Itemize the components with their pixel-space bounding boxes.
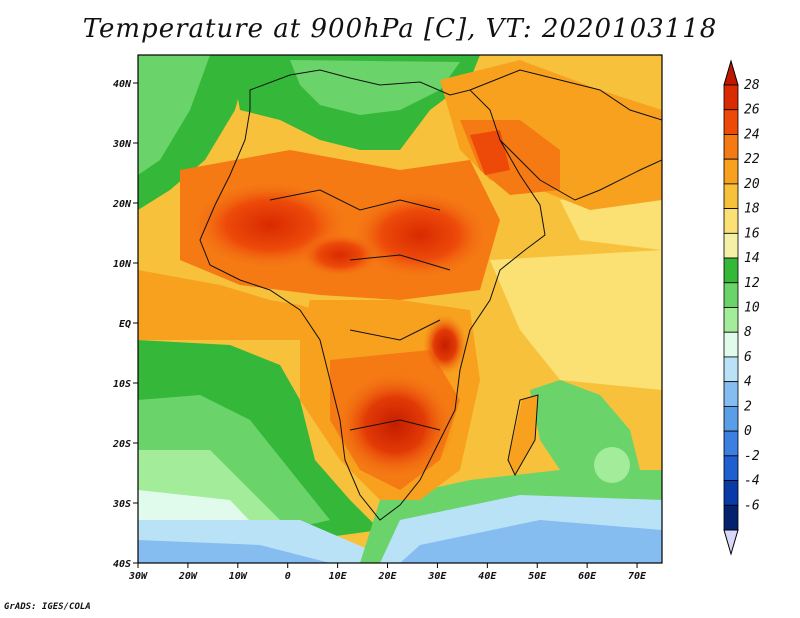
colorbar-label-11: 6	[744, 350, 752, 365]
colorbar-label-8: 12	[744, 276, 760, 291]
colorbar-label-7: 14	[744, 251, 760, 266]
coastlines	[199, 69, 662, 521]
lon-label-9: 60E	[578, 571, 597, 582]
colorbar-swatch-14	[723, 430, 739, 457]
lon-label-8: 50E	[528, 571, 547, 582]
lat-label-2: 20N	[112, 199, 132, 210]
lat-label-5: 10S	[113, 379, 131, 390]
colorbar-over-arrow	[723, 59, 739, 86]
longitude-axis: 30W 20W 10W 0 10E 20E 30E 40E 50E 60E 70E	[128, 563, 647, 582]
lat-label-6: 20S	[112, 439, 131, 450]
colorbar-label-13: 2	[744, 399, 752, 414]
lat-label-4: EQ	[119, 319, 131, 330]
colorbar-label-10: 8	[744, 325, 752, 340]
chart-title: Temperature at 900hPa [C], VT: 202010311…	[82, 14, 718, 44]
lon-label-4: 10E	[329, 571, 348, 582]
colorbar-label-9: 10	[744, 301, 760, 316]
colorbar-swatch-11	[723, 356, 739, 383]
colorbar-label-2: 24	[744, 127, 760, 142]
colorbar-label-17: -6	[744, 498, 760, 513]
lon-label-3: 0	[285, 571, 291, 582]
colorbar-swatch-16	[723, 480, 739, 506]
colorbar-swatch-5	[723, 208, 739, 234]
colorbar-swatch-8	[723, 282, 739, 308]
lon-label-7: 40E	[478, 571, 497, 582]
colorbar-label-1: 26	[744, 103, 760, 118]
lon-label-2: 10W	[229, 571, 248, 582]
colorbar-swatch-12	[723, 381, 739, 407]
colorbar-swatch-17	[723, 504, 739, 531]
colorbar-label-4: 20	[744, 177, 760, 192]
colorbar-label-12: 4	[744, 375, 752, 390]
colorbar-swatch-7	[723, 257, 739, 284]
colorbar-label-0: 28	[744, 78, 760, 93]
colorbar-label-14: 0	[744, 424, 752, 439]
colorbar-swatch-4	[723, 183, 739, 210]
lat-label-1: 30N	[112, 139, 132, 150]
lat-label-8: 40S	[113, 559, 131, 570]
temperature-field	[138, 55, 662, 563]
lon-label-6: 30E	[427, 571, 447, 582]
colorbar-swatch-6	[723, 232, 739, 259]
colorbar-label-16: -4	[744, 474, 760, 489]
colorbar-swatch-0	[723, 84, 739, 111]
lat-label-3: 10N	[113, 259, 132, 270]
colorbar-swatch-3	[723, 158, 739, 185]
lon-label-1: 20W	[178, 571, 198, 582]
lon-label-5: 20E	[377, 571, 397, 582]
map-frame	[137, 54, 663, 564]
lat-label-7: 30S	[112, 499, 131, 510]
colorbar-swatch-2	[723, 134, 739, 160]
colorbar-swatch-15	[723, 455, 739, 481]
colorbar-swatch-13	[723, 405, 739, 432]
colorbar-under-arrow	[723, 529, 739, 556]
colorbar-swatch-9	[723, 307, 739, 333]
latitude-axis: 40N 30N 20N 10N EQ 10S 20S 30S 40S	[112, 79, 138, 570]
colorbar-label-5: 18	[744, 202, 760, 217]
lon-label-10: 70E	[628, 571, 647, 582]
colorbar-swatch-1	[723, 109, 739, 135]
lon-label-0: 30W	[128, 571, 148, 582]
colorbar-swatch-10	[723, 331, 739, 358]
colorbar-label-3: 22	[744, 152, 760, 167]
colorbar-label-15: -2	[744, 449, 760, 464]
colorbar-label-6: 16	[744, 226, 760, 241]
lat-label-0: 40N	[113, 79, 132, 90]
grads-credit: GrADS: IGES/COLA	[4, 602, 91, 612]
